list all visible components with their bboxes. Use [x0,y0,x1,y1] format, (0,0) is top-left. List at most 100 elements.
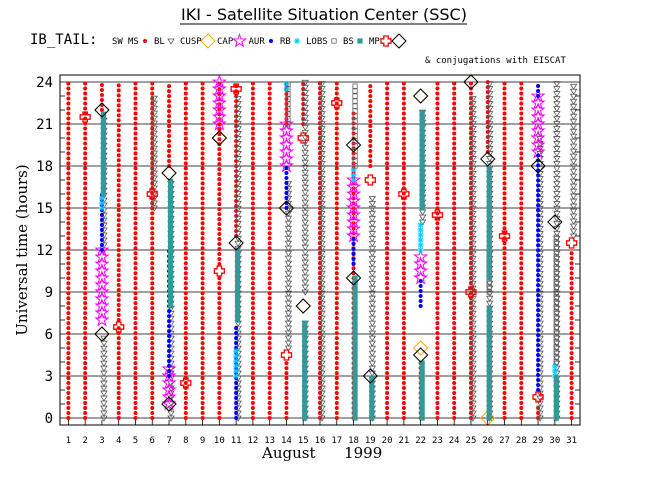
mark-ms [250,101,255,106]
mark-ms [569,381,574,386]
mark-ms [66,101,71,106]
mark-ms [385,211,390,216]
mark-ms [401,106,406,111]
mark-bs [235,252,241,258]
mark-ms [83,271,88,276]
mark-conjugation [480,151,496,167]
mark-ms [217,391,222,396]
mark-ms [133,416,138,420]
mark-ms [569,346,574,351]
mark-ms [267,91,272,96]
mark-lobs [553,314,559,320]
mark-ms [267,296,272,301]
mark-ms [133,221,138,226]
mark-ms [133,86,138,91]
mark-ms [116,173,121,178]
mark-ms [267,166,272,171]
mark-ms [133,316,138,321]
mark-ms [452,216,457,221]
mark-bs [100,111,107,117]
mark-ms [183,316,188,321]
mark-bs [419,145,425,151]
mark-ms [502,406,507,411]
mark-rb [417,222,424,229]
mark-ms [334,406,339,411]
mark-ms [435,286,440,291]
mark-ms [83,241,88,246]
mark-ms [200,271,205,276]
mark-ms [133,196,138,201]
mark-ms [200,331,205,336]
mark-ms [334,216,339,221]
mark-ms [116,168,121,173]
mark-ms [435,346,440,351]
mark-ms [334,366,339,371]
mark-ms [183,346,188,351]
mark-ms [502,236,507,241]
mark-ms [183,406,188,411]
mark-ms [133,261,138,266]
mark-cap [161,374,177,390]
mark-ms [83,316,88,321]
mark-ms [116,228,121,233]
mark-ms [435,271,440,276]
mark-bs [302,340,308,346]
mark-ms [267,366,272,371]
mark-ms [385,271,390,276]
mark-ms [116,381,121,386]
mark-ms [250,376,255,381]
mark-lobs [285,86,291,92]
legend-label: AUR [249,37,266,47]
mark-ms [368,164,373,168]
mark-aur [536,288,541,293]
mark-ms [183,261,188,266]
mark-ms [183,156,188,161]
mark-rb [98,200,105,207]
mark-bs [553,410,559,416]
mark-ms [250,141,255,146]
mark-ms [452,321,457,326]
mark-ms [452,316,457,321]
mark-ms [133,331,138,336]
mark-ms [519,406,524,411]
mark-ms [401,396,406,401]
mark-ms [183,196,188,201]
mark-ms [66,171,71,176]
mark-ms [334,86,339,91]
mark-ms [250,151,255,156]
mark-ms [234,84,239,89]
mark-ms [267,396,272,401]
mark-ms [334,91,339,96]
mark-aur [536,353,541,358]
mark-ms [200,121,205,126]
mark-ms [435,256,440,261]
mark-ms [267,401,272,406]
mark-ms [452,106,457,111]
mark-bs [302,400,308,406]
mark-ms [267,196,272,201]
mark-ms [519,181,524,186]
mark-ms [519,261,524,266]
mark-ms [150,396,155,401]
mark-cap [278,129,295,145]
mark-ms [519,151,524,156]
mark-bs [167,263,174,269]
mark-ms [200,211,205,216]
mark-ms [401,391,406,396]
mark-ms [133,201,138,206]
mark-cap [94,297,110,313]
mark-ms [368,94,373,99]
mark-aur [536,388,541,392]
mark-ms [116,361,121,366]
mark-ms [502,276,507,281]
mark-cap [345,220,362,236]
mark-bs [302,350,308,356]
mark-ms [401,276,406,281]
series-aur [99,84,541,420]
mark-bl [553,81,561,88]
mark-bs [486,260,492,266]
mark-ms [401,211,406,216]
mark-cap [345,193,362,208]
mark-bs [167,238,174,244]
